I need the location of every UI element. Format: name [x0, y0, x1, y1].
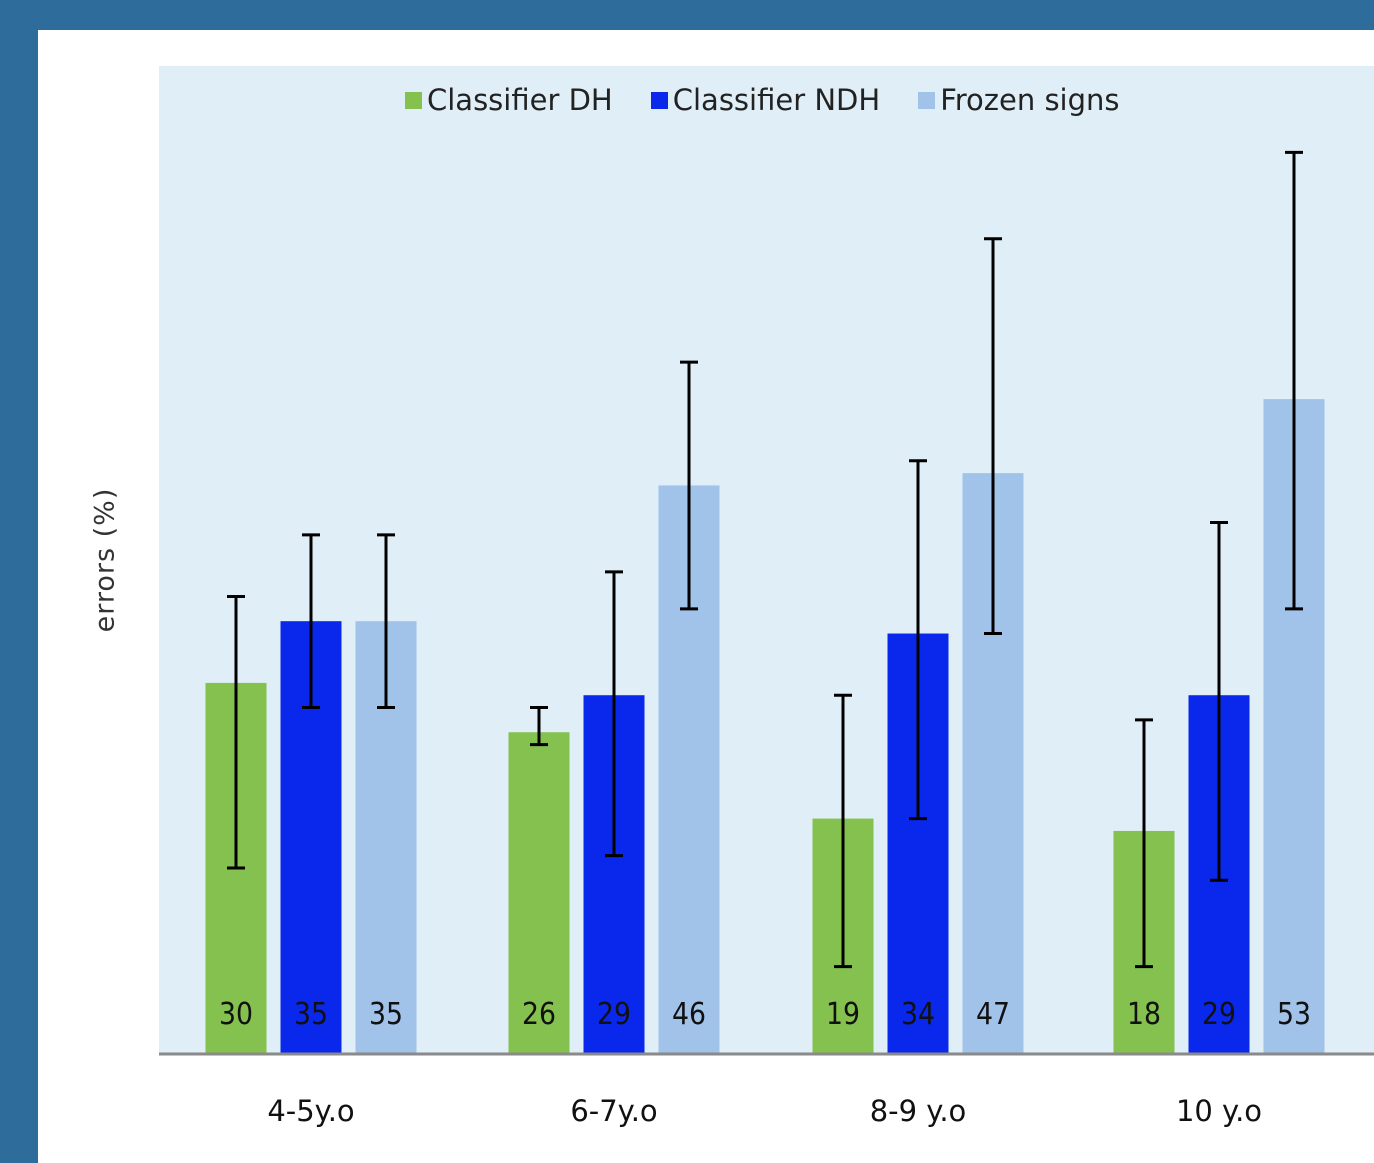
value-label-1-0: 35: [294, 997, 328, 1032]
legend-item-classifier-ndh: Classifier NDH: [650, 83, 881, 117]
legend-swatch-frozen-signs: [918, 91, 936, 109]
legend: Classifier DH Classifier NDH Frozen sign…: [405, 80, 1120, 120]
frame-left-border: [0, 0, 38, 1163]
y-axis-label: errors (%): [89, 487, 121, 633]
x-tick-label-1: 6-7y.o: [570, 1094, 657, 1128]
value-label-2-0: 35: [369, 997, 403, 1032]
value-label-0-0: 30: [219, 997, 253, 1032]
value-label-0-2: 19: [826, 997, 860, 1032]
legend-label-classifier-ndh: Classifier NDH: [672, 83, 881, 117]
bar-0-1: [508, 732, 570, 1053]
value-label-1-3: 29: [1202, 997, 1236, 1032]
legend-label-classifier-dh: Classifier DH: [427, 83, 613, 117]
value-label-0-3: 18: [1127, 997, 1161, 1032]
legend-swatch-classifier-ndh: [650, 91, 668, 109]
value-label-2-2: 47: [976, 997, 1010, 1032]
x-tick-label-0: 4-5y.o: [267, 1094, 354, 1128]
value-label-2-1: 46: [672, 997, 706, 1032]
value-label-1-1: 29: [597, 997, 631, 1032]
legend-item-classifier-dh: Classifier DH: [405, 83, 613, 117]
legend-item-frozen-signs: Frozen signs: [918, 83, 1120, 117]
value-label-1-2: 34: [901, 997, 935, 1032]
legend-label-frozen-signs: Frozen signs: [940, 83, 1120, 117]
x-tick-label-3: 10 y.o: [1176, 1094, 1262, 1128]
value-label-0-1: 26: [522, 997, 556, 1032]
x-tick-label-2: 8-9 y.o: [870, 1094, 967, 1128]
value-label-2-3: 53: [1277, 997, 1311, 1032]
legend-swatch-classifier-dh: [405, 91, 422, 109]
frame-top-border: [0, 0, 1374, 30]
